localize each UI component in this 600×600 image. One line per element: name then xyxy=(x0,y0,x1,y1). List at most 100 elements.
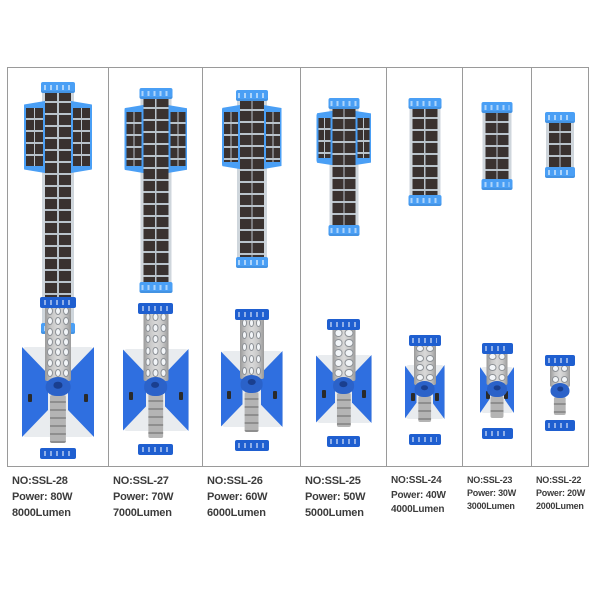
lamp-cap-top xyxy=(40,297,76,308)
panel-cap-bottom xyxy=(408,195,441,206)
lamp-led xyxy=(425,345,434,352)
lamp-led xyxy=(145,357,151,366)
lamp-led-row xyxy=(241,355,262,363)
lamp-led-row xyxy=(241,343,262,351)
lamp-led xyxy=(160,324,167,333)
lamp-cell-5 xyxy=(387,289,462,466)
lamp-led-row xyxy=(334,349,353,357)
label-power-2: Power: 70W xyxy=(113,490,174,503)
lamp-led-row xyxy=(47,307,69,315)
lamp-hub-joint xyxy=(414,381,435,398)
label-power-3: Power: 60W xyxy=(207,490,268,503)
lamp-cell-4 xyxy=(301,289,386,466)
lamp-led xyxy=(425,373,434,381)
panel-wing-cells-right xyxy=(73,108,90,166)
lamp-led xyxy=(47,358,53,367)
lamp-led-row xyxy=(241,319,262,327)
lamp-led xyxy=(152,313,159,321)
lamp-led-row xyxy=(145,368,167,377)
lamp-led xyxy=(498,363,506,371)
lamp-led-row xyxy=(241,367,262,375)
lamp-led xyxy=(145,335,151,344)
product-column-4 xyxy=(301,68,387,466)
lamp-cap-bottom xyxy=(40,448,76,459)
lamp-cell-6 xyxy=(463,289,531,466)
lamp-led-row xyxy=(488,374,506,381)
lamp-led xyxy=(344,369,353,377)
lamp-led xyxy=(63,307,69,315)
lamp-hub-joint xyxy=(332,377,355,395)
street-lamp-ssl-25 xyxy=(315,319,372,447)
lamp-led xyxy=(241,319,247,327)
lamp-led xyxy=(334,329,343,337)
lamp-led xyxy=(55,337,61,346)
solar-panel-ssl-27 xyxy=(124,88,187,293)
lamp-sensor-left xyxy=(28,393,32,402)
lamp-led xyxy=(47,348,53,357)
lamp-led xyxy=(561,376,568,383)
lamp-led-row xyxy=(47,327,69,336)
label-model-1: NO:SSL-28 xyxy=(12,475,68,487)
lamp-cap-bottom xyxy=(138,444,173,455)
product-column-5 xyxy=(387,68,463,466)
lamp-led xyxy=(334,339,343,347)
lamp-led-row xyxy=(334,339,353,347)
lamp-cap-bottom xyxy=(234,440,269,451)
panel-cap-top xyxy=(545,112,575,123)
lamp-sensor-right xyxy=(84,393,88,402)
panel-cell-7 xyxy=(532,68,588,289)
lamp-led xyxy=(47,327,53,336)
lamp-cap-top xyxy=(408,335,441,346)
lamp-led xyxy=(248,331,255,339)
lamp-led xyxy=(415,364,424,372)
panel-cell-6 xyxy=(463,68,531,289)
lamp-led xyxy=(241,343,247,351)
lamp-led xyxy=(145,368,151,377)
lamp-cap-bottom xyxy=(327,436,360,447)
lamp-led xyxy=(152,324,159,333)
lamp-cap-bottom xyxy=(408,434,441,445)
lamp-wing-right xyxy=(504,367,514,413)
lamp-led xyxy=(55,348,61,357)
lamp-led xyxy=(415,345,424,352)
street-lamp-ssl-23 xyxy=(480,343,514,439)
lamp-led xyxy=(160,357,167,366)
lamp-cap-top xyxy=(481,343,513,354)
lamp-led-row xyxy=(47,317,69,326)
panel-cap-bottom xyxy=(235,257,268,268)
label-model-2: NO:SSL-27 xyxy=(113,475,169,487)
lamp-led xyxy=(256,367,262,375)
lamp-cap-top xyxy=(545,355,575,366)
panel-cells xyxy=(412,107,437,197)
lamp-wing-right xyxy=(432,365,445,419)
panel-wing-cells-right xyxy=(170,112,185,166)
product-comparison-table xyxy=(7,67,589,467)
panel-wing-cells-right xyxy=(357,118,369,158)
lamp-led-array xyxy=(241,319,262,375)
label-lumen-5: 4000Lumen xyxy=(391,504,445,515)
lamp-led xyxy=(488,353,496,360)
lamp-mounting-arm xyxy=(553,397,567,416)
lamp-led xyxy=(160,335,167,344)
lamp-wing-right xyxy=(352,355,372,423)
lamp-led xyxy=(63,348,69,357)
lamp-led xyxy=(55,368,61,377)
lamp-led xyxy=(344,349,353,357)
label-lumen-2: 7000Lumen xyxy=(113,506,172,519)
lamp-cap-top xyxy=(327,319,360,330)
lamp-led xyxy=(344,359,353,367)
lamp-sensor-left xyxy=(486,390,490,399)
panel-cap-bottom xyxy=(328,225,359,236)
lamp-sensor-left xyxy=(410,393,415,402)
lamp-cap-top xyxy=(234,309,269,320)
label-power-5: Power: 40W xyxy=(391,489,446,501)
panel-cell-4 xyxy=(301,68,386,289)
lamp-led xyxy=(63,358,69,367)
lamp-led xyxy=(160,368,167,377)
product-label-5: NO:SSL-24 Power: 40W 4000Lumen xyxy=(386,474,462,534)
panel-cells xyxy=(485,111,509,181)
product-column-6 xyxy=(463,68,532,466)
lamp-led-row xyxy=(488,353,506,360)
lamp-led xyxy=(425,354,434,362)
panel-cap-bottom xyxy=(545,167,575,178)
